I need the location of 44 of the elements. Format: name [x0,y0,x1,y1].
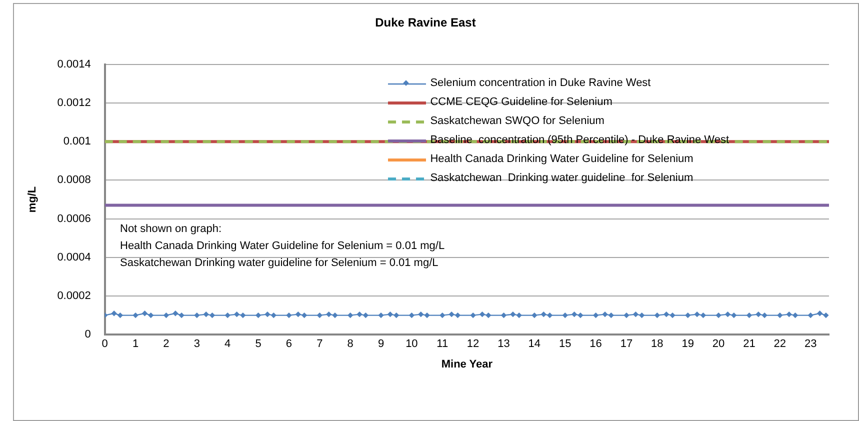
annotation: Saskatchewan Drinking water guideline for Selenium = 0.01 mg/L [120,256,440,271]
x-tick-label: 22 [774,338,786,350]
legend-label: Baseline concentration (95th Percentile) - Duke Ravine West [430,133,729,148]
x-tick-label: 21 [743,338,756,350]
x-tick-label: 16 [590,338,602,350]
legend-label: CCME CEQG Guideline for Selenium [430,95,612,110]
annotation: Health Canada Drinking Water Guideline for Selenium = 0.01 mg/L [120,239,445,254]
y-tick-label: 0.0004 [57,251,91,264]
legend-label: Saskatchewan Drinking water guideline for Selenium [430,171,694,186]
x-tick-label: 6 [286,338,292,350]
legend-label: Health Canada Drinking Water Guideline for Selenium [430,152,694,167]
x-tick-label: 11 [436,338,448,350]
x-tick-label: 1 [132,338,139,350]
y-tick-label: 0.0002 [57,290,91,302]
y-tick-label: 0.0008 [57,174,91,186]
x-tick-label: 14 [528,338,541,350]
y-tick-label: 0.0006 [57,212,91,225]
x-tick-label: 0 [102,338,108,350]
legend-label: Saskatchewan SWQO for Selenium [430,114,604,129]
x-tick-label: 13 [498,338,510,350]
annotation: Not shown on graph: [120,222,223,237]
x-tick-label: 8 [347,338,354,350]
x-tick-label: 2 [163,338,170,350]
x-tick-label: 23 [804,338,817,350]
x-tick-label: 19 [682,338,694,350]
legend-label: Selenium concentration in Duke Ravine West [430,76,651,91]
y-tick-label: 0 [84,328,91,341]
x-tick-label: 9 [378,338,384,350]
x-tick-label: 5 [255,338,262,350]
x-axis-title: Mine Year [441,358,494,370]
x-tick-label: 3 [194,338,200,350]
x-tick-label: 4 [224,338,231,350]
x-tick-label: 15 [558,338,572,350]
y-tick-label: 0.001 [63,136,91,148]
chart-title: Duke Ravine East [375,16,476,30]
y-axis-title: mg/L [26,186,39,213]
y-tick-label: 0.0014 [57,58,91,70]
x-tick-label: 12 [466,338,480,350]
x-tick-label: 18 [651,338,664,350]
x-tick-label: 20 [712,338,725,350]
x-tick-label: 10 [406,338,418,350]
y-tick-label: 0.0012 [57,97,91,110]
x-tick-label: 7 [316,338,323,350]
x-tick-label: 17 [620,338,633,350]
